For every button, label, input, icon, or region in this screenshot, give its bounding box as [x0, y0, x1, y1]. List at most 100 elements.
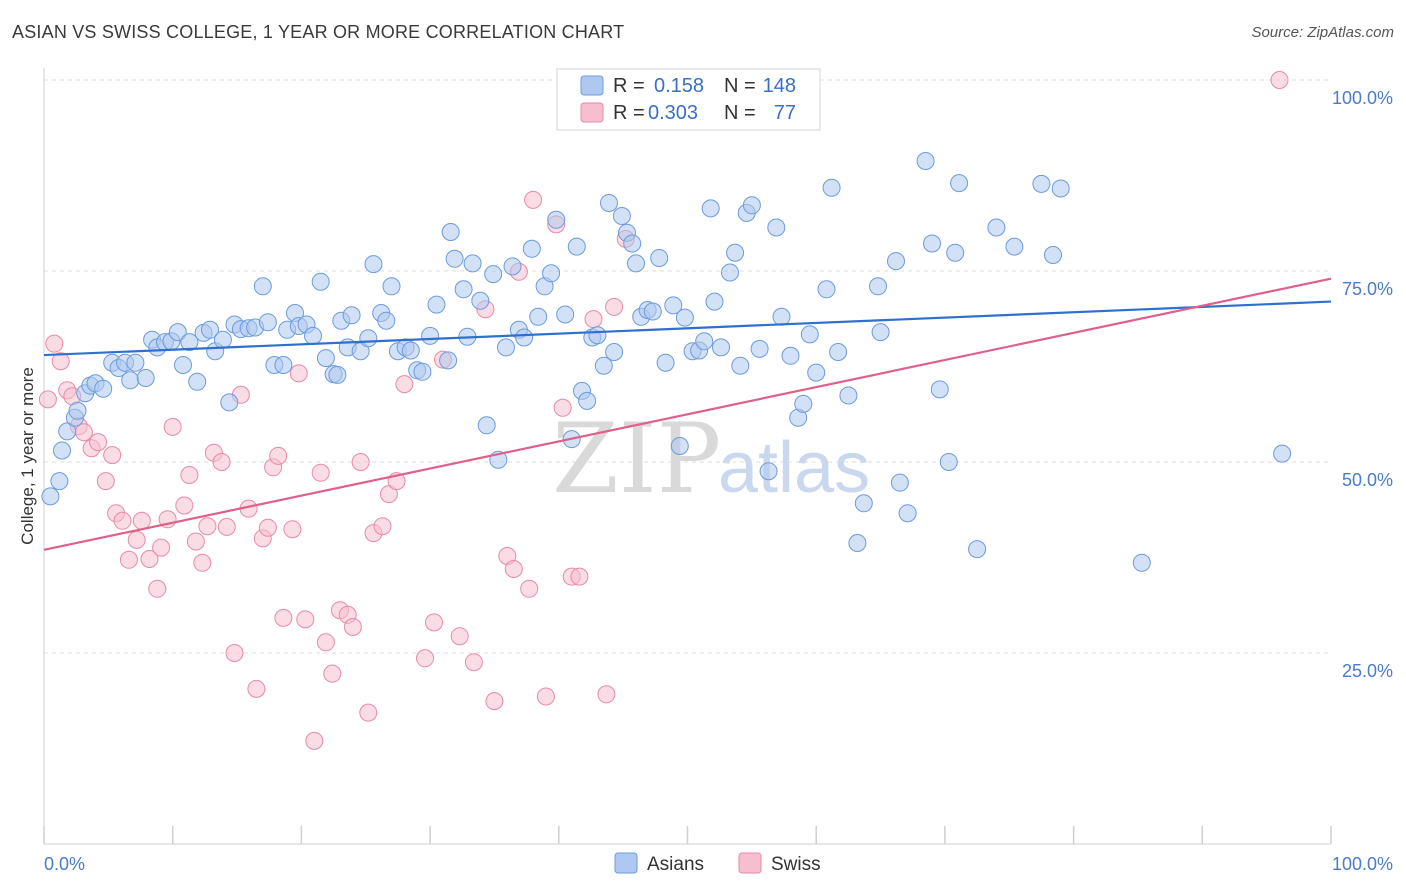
swiss-point-54 — [395, 375, 414, 394]
asians-point-25 — [201, 320, 219, 339]
asians-point-141 — [1005, 237, 1024, 256]
asians-point-114 — [759, 462, 778, 481]
asians-point-78 — [542, 264, 561, 283]
asians-point-99 — [664, 296, 683, 315]
asians-point-50 — [364, 255, 383, 274]
swiss-point-63 — [504, 560, 523, 578]
swiss-point-75 — [524, 190, 543, 209]
swiss-point-43 — [316, 633, 335, 652]
swiss-point-70 — [570, 567, 589, 586]
asians-point-101 — [675, 308, 694, 327]
swiss-point-8 — [89, 433, 108, 452]
asians-point-53 — [382, 277, 401, 296]
swiss-trendline — [43, 277, 1332, 551]
asians-point-117 — [781, 346, 800, 365]
asians-point-21 — [174, 356, 192, 374]
asians-point-145 — [1132, 553, 1151, 572]
asians-point-137 — [946, 243, 965, 262]
asians-point-110 — [731, 356, 750, 375]
asians-point-121 — [807, 363, 826, 382]
watermark-atlas: atlas — [718, 428, 870, 508]
asians-point-100 — [670, 437, 689, 455]
asians-point-80 — [556, 305, 575, 324]
asians-point-1 — [50, 472, 69, 491]
asians-point-136 — [939, 453, 958, 471]
asians-point-134 — [923, 234, 941, 253]
asians-point-97 — [650, 249, 669, 267]
watermark-zip: ZIP — [552, 403, 721, 515]
asians-point-13 — [121, 371, 140, 390]
legend-n-label-swiss: N = — [724, 102, 756, 124]
swiss-point-51 — [373, 517, 392, 536]
asians-point-23 — [188, 372, 207, 391]
asians-point-14 — [126, 353, 145, 372]
asians-point-41 — [304, 326, 322, 345]
legend-r-value-asians: 0.158 — [654, 75, 704, 97]
asians-point-122 — [817, 280, 836, 299]
asians-point-105 — [701, 199, 720, 218]
swiss-point-16 — [140, 550, 159, 568]
swiss-point-32 — [247, 679, 266, 698]
x-ticks — [43, 826, 1332, 844]
swiss-point-6 — [74, 423, 93, 442]
bottom-legend-swatch-asians — [614, 852, 638, 874]
asians-point-20 — [168, 323, 187, 342]
swiss-point-12 — [113, 511, 132, 530]
asians-point-96 — [643, 302, 662, 321]
asians-point-89 — [605, 343, 624, 361]
y-tick-label-3: 100.0% — [1332, 88, 1393, 108]
asians-point-112 — [742, 196, 761, 215]
swiss-point-47 — [343, 618, 362, 636]
asians-point-144 — [1051, 179, 1070, 198]
swiss-point-20 — [163, 417, 182, 436]
swiss-point-34 — [258, 518, 277, 537]
asians-point-132 — [898, 504, 917, 523]
swiss-point-28 — [217, 517, 236, 536]
asians-point-63 — [445, 249, 464, 268]
asians-point-147 — [328, 365, 347, 384]
swiss-point-73 — [605, 297, 624, 316]
swiss-point-2 — [51, 352, 70, 371]
asians-point-72 — [503, 257, 522, 276]
asians-point-82 — [567, 237, 586, 256]
asians-point-59 — [421, 326, 440, 345]
swiss-point-10 — [103, 446, 122, 465]
bottom-legend-label-asians: Asians — [647, 854, 704, 875]
y-tick-label-2: 75.0% — [1342, 279, 1393, 299]
asians-point-98 — [656, 353, 675, 372]
asians-point-33 — [253, 277, 272, 296]
asians-point-56 — [401, 341, 420, 360]
asians-point-87 — [594, 356, 613, 375]
asians-point-123 — [822, 178, 841, 197]
swiss-point-66 — [536, 687, 555, 706]
asians-point-116 — [772, 307, 791, 326]
asians-point-42 — [311, 272, 330, 291]
asians-point-104 — [695, 332, 714, 351]
asians-point-84 — [578, 391, 597, 410]
asians-point-67 — [471, 291, 490, 310]
asians-point-120 — [800, 325, 819, 344]
legend-r-label-swiss: R = — [613, 102, 645, 124]
asians-point-124 — [829, 343, 848, 361]
asians-point-88 — [600, 194, 618, 212]
asians-point-9 — [94, 379, 113, 398]
asians-points — [41, 152, 1292, 572]
asians-point-106 — [705, 292, 724, 311]
swiss-point-58 — [450, 627, 469, 646]
asians-point-135 — [930, 380, 949, 399]
asians-point-107 — [712, 338, 730, 357]
asians-point-92 — [623, 234, 642, 253]
swiss-point-76 — [1270, 71, 1289, 89]
chart-title: ASIAN VS SWISS COLLEGE, 1 YEAR OR MORE C… — [12, 22, 625, 42]
asians-point-61 — [439, 351, 458, 370]
y-tick-labels: 25.0% 50.0% 75.0% 100.0% — [1332, 88, 1393, 681]
swiss-point-29 — [225, 644, 244, 662]
asians-point-86 — [588, 326, 607, 345]
swiss-point-18 — [152, 538, 171, 557]
asians-point-79 — [547, 210, 566, 229]
asians-point-58 — [413, 362, 432, 381]
swiss-point-40 — [296, 610, 315, 629]
asians-point-138 — [950, 174, 969, 193]
source-credit: Source: ZipAtlas.com — [1251, 24, 1394, 41]
x-tick-label-max: 100.0% — [1332, 854, 1393, 874]
